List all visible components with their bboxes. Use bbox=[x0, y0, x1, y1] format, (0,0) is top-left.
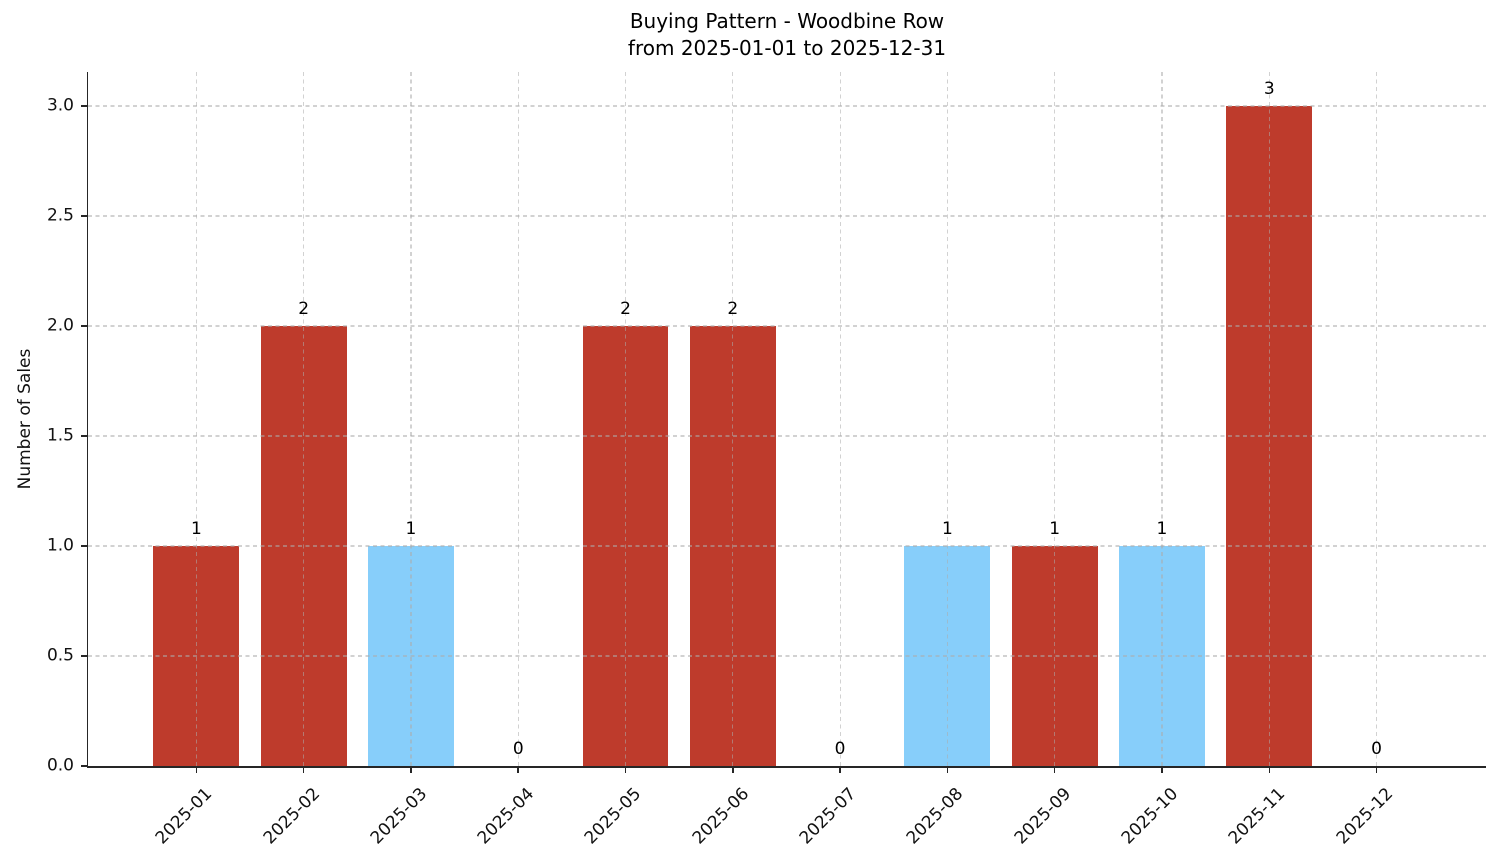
gridline-h bbox=[88, 435, 1486, 437]
gridline-v bbox=[410, 72, 412, 766]
x-axis-spine bbox=[86, 766, 1486, 768]
gridline-v bbox=[1268, 72, 1270, 766]
gridline-v bbox=[195, 72, 197, 766]
x-tick bbox=[195, 766, 198, 773]
gridline-v bbox=[624, 72, 627, 766]
x-tick bbox=[517, 766, 519, 773]
gridline-h bbox=[88, 545, 1486, 547]
gridline-v bbox=[517, 72, 519, 766]
y-axis-spine bbox=[86, 72, 88, 768]
y-tick bbox=[81, 435, 88, 437]
x-tick bbox=[946, 766, 949, 773]
y-tick bbox=[81, 215, 88, 217]
x-tick bbox=[1375, 766, 1378, 773]
plot-area: 0.0 0.5 1.0 1.5 2.0 2.5 3.0 1 2025-01 2 2025-02 1 20… bbox=[47, 72, 1486, 848]
gridline-v bbox=[839, 72, 841, 766]
gridline-v bbox=[1375, 72, 1378, 766]
gridline-h bbox=[88, 105, 1486, 107]
chart-title-line2: from 2025-01-01 to 2025-12-31 bbox=[627, 36, 947, 60]
gridline-h bbox=[88, 215, 1486, 217]
x-tick bbox=[1268, 766, 1271, 773]
x-tick bbox=[624, 766, 627, 773]
x-tick bbox=[302, 766, 305, 773]
gridline-v bbox=[1161, 72, 1163, 766]
gridline-h bbox=[88, 655, 1486, 657]
y-tick bbox=[81, 765, 88, 767]
x-tick bbox=[839, 766, 841, 773]
y-tick bbox=[81, 105, 88, 107]
x-tick bbox=[732, 766, 734, 773]
y-tick bbox=[81, 545, 88, 547]
x-tick bbox=[1053, 766, 1056, 773]
gridline-v bbox=[303, 72, 305, 766]
gridline-v bbox=[946, 72, 948, 766]
x-tick bbox=[1161, 766, 1163, 773]
gridline-v bbox=[732, 72, 734, 766]
chart-title-line1: Buying Pattern - Woodbine Row bbox=[629, 9, 945, 33]
y-tick bbox=[81, 655, 88, 657]
x-tick bbox=[410, 766, 412, 773]
chart-title: Buying Pattern - Woodbine Row from 2025-… bbox=[88, 8, 1486, 62]
gridline-h bbox=[88, 325, 1486, 327]
gridline-v bbox=[1054, 72, 1056, 766]
y-tick bbox=[81, 325, 88, 327]
